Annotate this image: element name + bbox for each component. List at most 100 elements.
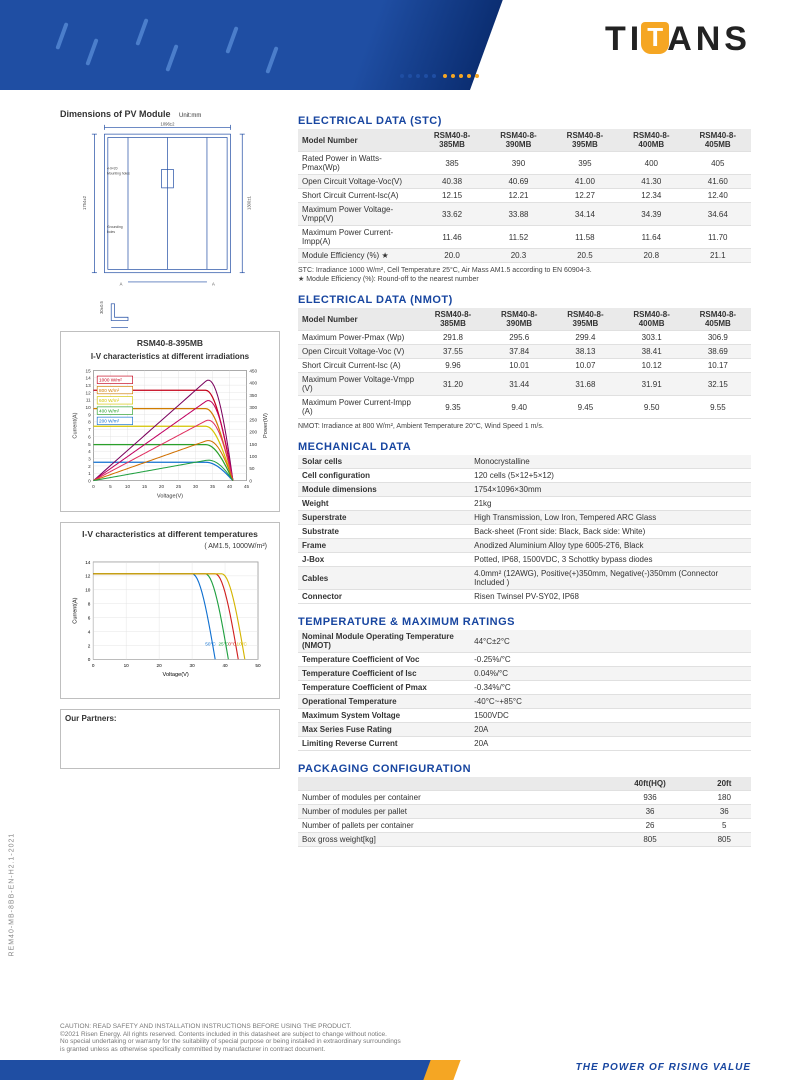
svg-text:800 W/m²: 800 W/m² (99, 388, 120, 393)
svg-text:Voltage(V): Voltage(V) (157, 493, 183, 499)
svg-text:25: 25 (176, 484, 182, 489)
logo-text-left: TI (605, 20, 643, 58)
left-column: Dimensions of PV Module Unit:mm (60, 109, 280, 847)
table-row: Cell configuration120 cells (5×12+5×12) (298, 469, 751, 483)
svg-text:Grounding: Grounding (107, 225, 123, 229)
svg-text:11: 11 (86, 398, 91, 403)
svg-text:0: 0 (88, 478, 91, 483)
svg-text:6: 6 (88, 615, 91, 620)
svg-text:9: 9 (88, 412, 91, 417)
nmot-title: ELECTRICAL DATA (NMOT) (298, 294, 751, 306)
svg-text:1754±2: 1754±2 (82, 195, 87, 210)
svg-text:450: 450 (249, 368, 257, 373)
partners-label: Our Partners: (65, 714, 117, 723)
table-header: 20ft (698, 777, 751, 791)
svg-text:4: 4 (88, 629, 91, 634)
footer-accent (423, 1060, 460, 1080)
logo-text-right: ANS (667, 20, 751, 58)
svg-text:200 W/m²: 200 W/m² (99, 419, 120, 424)
svg-text:13: 13 (85, 383, 91, 388)
svg-text:3: 3 (88, 456, 91, 461)
brand-logo: TI ANS (605, 18, 751, 59)
svg-text:7: 7 (88, 427, 91, 432)
svg-text:Voltage(V): Voltage(V) (163, 672, 189, 678)
svg-text:5: 5 (109, 484, 112, 489)
svg-text:250: 250 (249, 417, 257, 422)
svg-text:6: 6 (88, 434, 91, 439)
nmot-note: NMOT: Irradiance at 800 W/m², Ambient Te… (298, 422, 751, 431)
pack-table: 40ft(HQ)20ftNumber of modules per contai… (298, 777, 751, 847)
table-row: Temperature Coefficient of Voc-0.25%/°C (298, 653, 751, 667)
svg-text:400 W/m²: 400 W/m² (99, 408, 120, 413)
stc-note: STC: Irradiance 1000 W/m², Cell Temperat… (298, 266, 751, 284)
table-header: RSM40-8-395MB (552, 129, 618, 152)
svg-text:0: 0 (92, 663, 95, 668)
svg-text:5: 5 (88, 442, 91, 447)
svg-text:A: A (120, 281, 123, 286)
partners-box: Our Partners: (60, 709, 280, 769)
svg-text:A: A (212, 281, 215, 286)
dim-title-text: Dimensions of PV Module (60, 109, 171, 119)
table-row: Number of pallets per container265 (298, 819, 751, 833)
table-row: Limiting Reverse Current20A (298, 737, 751, 751)
iv-temperature-chart: 010203040500246810121450°C25°C0°C-10°CVo… (67, 550, 273, 690)
stc-title: ELECTRICAL DATA (STC) (298, 115, 751, 127)
table-row: Maximum Power Voltage-Vmpp(V)33.6233.883… (298, 203, 751, 226)
svg-text:2: 2 (88, 464, 91, 469)
svg-text:4-9×20: 4-9×20 (107, 166, 118, 170)
svg-text:0: 0 (88, 657, 91, 662)
side-doc-code: REM40-MB-8BB-EN-H2.1-2021 (9, 833, 16, 957)
svg-text:100: 100 (249, 454, 257, 459)
svg-text:30: 30 (193, 484, 199, 489)
table-row: Short Circuit Current-Isc (A)9.9610.0110… (298, 359, 751, 373)
mech-table: Solar cellsMonocrystallineCell configura… (298, 455, 751, 604)
table-row: FrameAnodized Aluminium Alloy type 6005-… (298, 539, 751, 553)
svg-text:30: 30 (189, 663, 195, 668)
table-header: Model Number (298, 308, 420, 331)
chart1-title: RSM40-8-395MB (67, 338, 273, 348)
svg-text:Mounting holes: Mounting holes (107, 171, 130, 175)
table-header: RSM40-8-405MB (685, 129, 751, 152)
table-row: Maximum Power Current-Impp (A)9.359.409.… (298, 396, 751, 419)
table-header: RSM40-8-390MB (486, 308, 552, 331)
page-body: Dimensions of PV Module Unit:mm (0, 95, 791, 857)
table-row: Number of modules per pallet3636 (298, 805, 751, 819)
chart1-box: RSM40-8-395MB I-V characteristics at dif… (60, 331, 280, 512)
dim-title: Dimensions of PV Module Unit:mm (60, 109, 280, 119)
svg-text:10: 10 (85, 588, 91, 593)
svg-text:150: 150 (249, 442, 257, 447)
svg-text:1096±2: 1096±2 (161, 122, 176, 127)
table-header: 40ft(HQ) (603, 777, 698, 791)
table-row: Solar cellsMonocrystalline (298, 455, 751, 469)
svg-text:12: 12 (85, 574, 91, 579)
svg-text:20: 20 (159, 484, 165, 489)
table-header: RSM40-8-385MB (419, 129, 485, 152)
svg-text:10: 10 (124, 663, 130, 668)
svg-text:20: 20 (157, 663, 163, 668)
header-band (0, 0, 420, 90)
table-row: Cables4.0mm² (12AWG), Positive(+)350mm, … (298, 567, 751, 590)
svg-text:Current(A): Current(A) (73, 412, 79, 438)
svg-text:1: 1 (88, 471, 91, 476)
svg-text:8: 8 (88, 420, 91, 425)
stc-table: Model NumberRSM40-8-385MBRSM40-8-390MBRS… (298, 129, 751, 263)
table-header: RSM40-8-385MB (420, 308, 486, 331)
table-row: Module dimensions1754×1096×30mm (298, 483, 751, 497)
pack-title: PACKAGING CONFIGURATION (298, 763, 751, 775)
logo-shield-icon (641, 22, 669, 54)
temp-title: TEMPERATURE & MAXIMUM RATINGS (298, 616, 751, 628)
table-row: Nominal Module Operating Temperature (NM… (298, 630, 751, 653)
table-row: ConnectorRisen Twinsel PV-SY02, IP68 (298, 590, 751, 604)
dimensions-diagram: 1096±2 1754±2 1300±1 4-9×20 Mounting hol… (60, 119, 280, 329)
table-header: RSM40-8-400MB (618, 129, 684, 152)
footer-bar: THE POWER OF RISING VALUE (0, 1060, 791, 1080)
svg-text:1300±1: 1300±1 (247, 195, 252, 210)
svg-text:10: 10 (85, 405, 91, 410)
chart1-sub: I-V characteristics at different irradia… (67, 352, 273, 361)
page-header: TI ANS (0, 0, 791, 95)
table-row: Temperature Coefficient of Pmax-0.34%/°C (298, 681, 751, 695)
svg-text:350: 350 (249, 393, 257, 398)
table-row: Maximum Power Current-Impp(A)11.4611.521… (298, 226, 751, 249)
table-row: Module Efficiency (%) ★20.020.320.520.82… (298, 249, 751, 263)
table-row: Number of modules per container936180 (298, 791, 751, 805)
